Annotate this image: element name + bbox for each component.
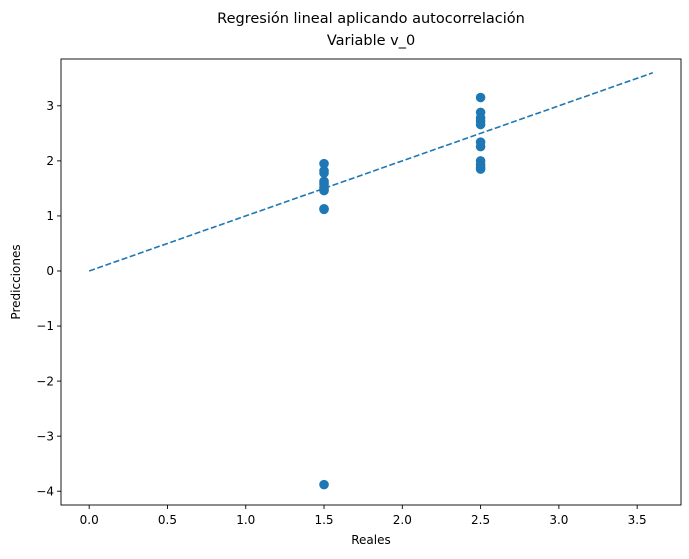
y-tick-label: 2 [46, 154, 54, 168]
data-point [319, 479, 329, 490]
x-tick-label: 3.5 [628, 513, 647, 527]
y-tick-label: 1 [46, 209, 54, 223]
chart-subtitle: Variable v_0 [327, 33, 415, 49]
y-axis-label: Predicciones [9, 244, 23, 319]
y-tick-label: −1 [36, 319, 54, 333]
plot-area [88, 72, 654, 490]
data-point [475, 164, 486, 174]
x-axis-label: Reales [351, 533, 391, 547]
data-point [319, 204, 329, 215]
x-tick-label: 2.5 [471, 513, 490, 527]
chart-title: Regresión lineal aplicando autocorrelaci… [217, 11, 525, 27]
axes-frame [60, 58, 682, 506]
x-tick-label: 0.5 [158, 513, 177, 527]
y-tick-label: −4 [36, 484, 54, 498]
data-point [475, 141, 486, 152]
reference-line [88, 72, 654, 272]
y-tick-label: −2 [36, 374, 54, 388]
y-tick-label: 0 [46, 264, 54, 278]
x-tick-label: 3.0 [549, 513, 568, 527]
x-axis-ticks: 0.0 0.5 1.0 1.5 2.0 2.5 3.0 3.5 [80, 505, 647, 527]
data-point [475, 119, 486, 130]
data-point [319, 185, 329, 196]
data-point [319, 158, 329, 169]
data-point [475, 92, 486, 103]
y-tick-label: 3 [46, 99, 54, 113]
x-tick-label: 1.5 [314, 513, 333, 527]
y-tick-label: −3 [36, 429, 54, 443]
y-axis-ticks: −4 −3 −2 −1 0 1 2 3 [36, 99, 61, 498]
data-point [319, 168, 329, 178]
x-tick-label: 0.0 [80, 513, 99, 527]
x-tick-label: 1.0 [236, 513, 255, 527]
x-tick-label: 2.0 [393, 513, 412, 527]
